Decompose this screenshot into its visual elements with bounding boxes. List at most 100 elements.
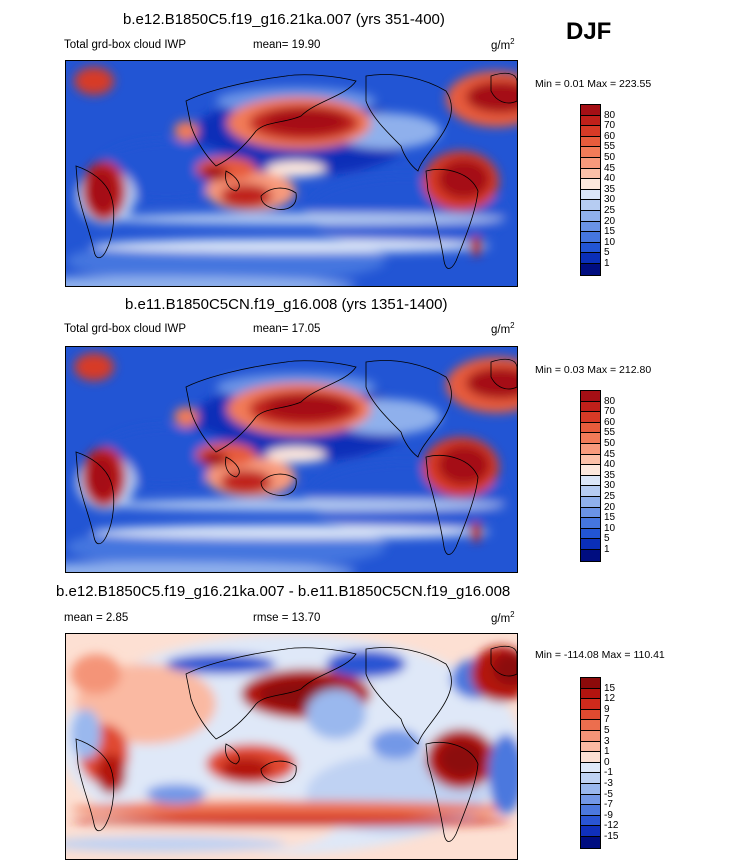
panel-2-map — [65, 346, 518, 573]
colorbar-tick-label: -3 — [604, 778, 613, 789]
colorbar-swatch — [581, 762, 600, 774]
map-field — [66, 634, 517, 859]
coastline-path — [365, 74, 452, 172]
panel-1-minmax: Min = 0.01 Max = 223.55 — [535, 78, 652, 90]
panel-3-map — [65, 633, 518, 860]
field-region — [470, 236, 482, 256]
colorbar-swatch — [581, 539, 600, 550]
colorbar-tick-label: 80 — [604, 109, 616, 121]
map-field — [66, 347, 517, 572]
colorbar-tick-label: 1 — [604, 746, 610, 758]
field-region — [88, 169, 116, 213]
colorbar-swatches — [580, 677, 601, 849]
panel-1-variable-label: Total grd-box cloud IWP — [64, 39, 187, 51]
coastline-path — [185, 647, 357, 740]
colorbar-swatch — [581, 412, 600, 423]
field-region — [174, 407, 198, 427]
field-region — [200, 165, 228, 181]
colorbar-swatch — [581, 752, 600, 763]
field-region — [91, 525, 491, 539]
colorbar-swatch — [581, 699, 600, 710]
colorbar-tick-label: 40 — [604, 173, 616, 185]
colorbar-swatch — [581, 486, 600, 497]
colorbar-swatch — [581, 528, 600, 540]
colorbar-tick-label: 5 — [604, 247, 610, 259]
coastline-path — [425, 742, 479, 842]
coastline-path — [425, 169, 479, 269]
colorbar-swatch — [581, 794, 600, 806]
coastline-path — [185, 74, 357, 167]
field-region — [74, 353, 114, 381]
colorbar-tick-label: 45 — [604, 162, 616, 174]
coastline-path — [225, 170, 240, 192]
field-region — [466, 81, 517, 113]
colorbar-swatch — [581, 105, 600, 116]
field-region — [220, 470, 272, 494]
field-region — [66, 562, 356, 572]
colorbar-swatch — [581, 496, 600, 508]
colorbar-tick-label: -5 — [604, 788, 613, 800]
colorbar-tick-label: 0 — [604, 756, 610, 768]
colorbar-tick-label: 25 — [604, 491, 616, 502]
panel-1-title: b.e12.B1850C5.f19_g16.21ka.007 (yrs 351-… — [123, 11, 445, 28]
colorbar-swatch — [581, 221, 600, 233]
field-region — [91, 239, 491, 253]
colorbar-tick-label: 5 — [604, 725, 610, 736]
field-region — [200, 451, 228, 467]
panel-2-title: b.e11.B1850C5CN.f19_g16.008 (yrs 1351-14… — [125, 296, 448, 313]
field-region — [371, 729, 421, 759]
field-region — [466, 367, 517, 399]
colorbar-tick-label: 15 — [604, 512, 616, 524]
panel-3-mean-label: mean = 2.85 — [64, 612, 129, 624]
field-region — [106, 213, 506, 225]
panel-2-variable-label: Total grd-box cloud IWP — [64, 323, 187, 335]
colorbar-tick-label: -7 — [604, 799, 613, 811]
coastline-path — [490, 72, 517, 104]
field-region — [71, 654, 121, 694]
colorbar-tick-label: 60 — [604, 416, 616, 428]
colorbar-swatch — [581, 433, 600, 444]
coastlines — [75, 72, 517, 269]
colorbar-tick-label: 15 — [604, 226, 616, 238]
field-region — [488, 734, 517, 814]
field-region — [66, 276, 356, 286]
colorbar-swatch — [581, 465, 600, 476]
colorbar-tick-label: 70 — [604, 120, 616, 132]
colorbar-tick-label: 30 — [604, 194, 616, 206]
panel-3-units: g/m2 — [491, 610, 515, 625]
colorbar-tick-label: 70 — [604, 406, 616, 418]
panel-1-mean-label: mean= 19.90 — [253, 39, 321, 51]
coastline-path — [225, 743, 240, 765]
coastlines — [75, 358, 517, 555]
coastline-path — [225, 456, 240, 478]
colorbar-swatch — [581, 263, 600, 275]
colorbar-swatch — [581, 805, 600, 816]
colorbar-swatch — [581, 836, 600, 848]
colorbar-swatch — [581, 242, 600, 254]
colorbar-swatch — [581, 475, 600, 487]
colorbar-tick-label: 35 — [604, 469, 616, 481]
coastline-path — [75, 451, 115, 545]
colorbar-tick-label: 55 — [604, 141, 616, 153]
colorbar-tick-label: 35 — [604, 183, 616, 195]
colorbar-swatch — [581, 549, 600, 561]
colorbar-swatch — [581, 443, 600, 455]
panel-3-rmse-label: rmse = 13.70 — [253, 612, 321, 624]
colorbar-swatch — [581, 709, 600, 721]
coastline-path — [260, 187, 297, 210]
colorbar-tick-label: 5 — [604, 533, 610, 545]
colorbar-swatches — [580, 390, 601, 562]
colorbar-swatch — [581, 401, 600, 413]
colorbar-tick-label: 15 — [604, 682, 616, 694]
field-region — [71, 709, 101, 759]
coastline-path — [260, 473, 297, 496]
colorbar-swatch — [581, 168, 600, 180]
panel-1-map — [65, 60, 518, 287]
colorbar-swatches — [580, 104, 601, 276]
colorbar-tick-label: 50 — [604, 152, 616, 163]
colorbar-swatch — [581, 826, 600, 837]
coastline-path — [365, 647, 452, 745]
colorbar-swatch — [581, 815, 600, 827]
colorbar-tick-label: 80 — [604, 395, 616, 407]
colorbar-tick-label: -12 — [604, 820, 619, 832]
